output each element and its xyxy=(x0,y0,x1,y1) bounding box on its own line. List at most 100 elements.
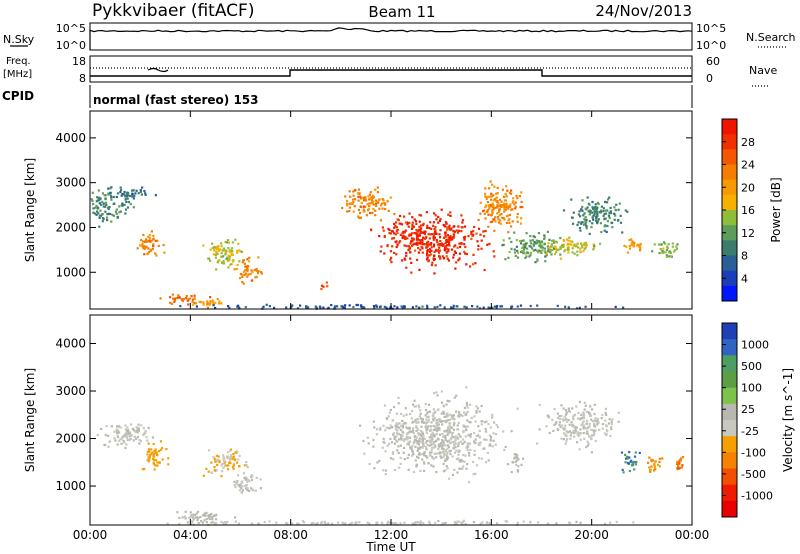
freq-tick-low: 8 xyxy=(79,72,86,85)
data-cell-16 xyxy=(402,306,405,309)
data-cell-5 xyxy=(421,446,424,449)
data-cell-16 xyxy=(195,305,198,308)
data-cell-7 xyxy=(586,440,589,443)
data-cell-1 xyxy=(123,190,126,194)
data-cell-7 xyxy=(411,227,414,230)
data-cell-12 xyxy=(621,231,624,234)
data-cell-4 xyxy=(190,514,193,517)
y-tick-label: 1000 xyxy=(55,479,86,493)
data-cell-1 xyxy=(135,189,138,192)
data-cell-2 xyxy=(140,238,143,242)
data-cell-5 xyxy=(421,418,424,421)
nave-tick-low: 0 xyxy=(706,72,713,85)
data-cell-11 xyxy=(366,521,369,524)
data-cell-5 xyxy=(387,415,390,418)
data-cell-0 xyxy=(137,423,140,426)
data-cell-10 xyxy=(544,260,547,263)
data-cell-5 xyxy=(405,413,408,416)
data-cell-5 xyxy=(395,422,398,425)
data-cell-5 xyxy=(392,458,395,461)
data-cell-5 xyxy=(480,457,483,460)
data-cell-1 xyxy=(144,192,147,195)
data-cell-5 xyxy=(400,424,403,427)
data-cell-4 xyxy=(233,268,236,271)
data-cell-0 xyxy=(115,212,118,215)
data-cell-5 xyxy=(478,429,481,432)
data-cell-5 xyxy=(428,440,432,443)
data-cell-7 xyxy=(472,230,475,233)
data-cell-2 xyxy=(229,457,232,460)
data-cell-16 xyxy=(519,304,523,307)
data-cell-11 xyxy=(454,522,457,525)
data-cell-5 xyxy=(432,414,435,418)
data-cell-3 xyxy=(240,487,243,490)
data-cell-7 xyxy=(450,248,454,251)
data-cell-11 xyxy=(571,251,574,254)
data-cell-5 xyxy=(403,439,406,443)
data-cell-7 xyxy=(589,404,592,407)
data-cell-5 xyxy=(416,455,419,458)
data-cell-16 xyxy=(378,305,382,309)
data-cell-11 xyxy=(464,522,467,526)
data-cell-7 xyxy=(483,235,486,238)
data-cell-2 xyxy=(245,461,248,464)
x-tick-label: 08:00 xyxy=(273,528,308,542)
data-cell-7 xyxy=(451,236,454,239)
colorbar-tick-label: 500 xyxy=(741,360,762,373)
data-cell-4 xyxy=(242,259,245,262)
data-cell-7 xyxy=(415,232,418,235)
data-cell-14 xyxy=(670,255,673,258)
data-cell-16 xyxy=(314,305,317,308)
data-cell-5 xyxy=(448,400,451,403)
data-cell-9 xyxy=(654,460,657,463)
data-cell-5 xyxy=(191,298,194,301)
data-cell-0 xyxy=(142,433,145,436)
data-cell-0 xyxy=(107,207,110,211)
data-cell-2 xyxy=(228,461,231,464)
data-cell-9 xyxy=(503,205,506,209)
data-cell-3 xyxy=(222,255,225,258)
data-cell-13 xyxy=(632,244,635,247)
data-cell-11 xyxy=(214,522,218,525)
data-cell-5 xyxy=(448,431,451,434)
data-cell-5 xyxy=(456,471,459,474)
data-cell-7 xyxy=(463,243,466,246)
data-cell-10 xyxy=(513,248,516,251)
data-cell-9 xyxy=(484,195,487,198)
data-cell-5 xyxy=(469,448,472,451)
data-cell-5 xyxy=(414,459,417,462)
data-cell-11 xyxy=(257,522,260,525)
data-cell-2 xyxy=(149,240,152,243)
data-cell-6 xyxy=(516,470,520,473)
data-cell-3 xyxy=(224,249,228,252)
data-cell-5 xyxy=(445,455,449,458)
data-cell-0 xyxy=(119,188,123,192)
data-cell-3 xyxy=(230,249,233,252)
data-cell-7 xyxy=(562,419,565,422)
data-cell-10 xyxy=(502,243,505,246)
data-cell-7 xyxy=(407,225,410,228)
data-cell-8 xyxy=(368,202,371,205)
data-cell-3 xyxy=(235,482,239,485)
data-cell-11 xyxy=(599,242,602,245)
data-cell-11 xyxy=(416,521,419,524)
data-cell-16 xyxy=(500,305,504,308)
data-cell-5 xyxy=(468,451,471,455)
data-cell-5 xyxy=(412,427,415,430)
data-cell-7 xyxy=(449,238,452,241)
data-cell-2 xyxy=(143,247,146,250)
data-cell-8 xyxy=(622,471,625,474)
data-cell-11 xyxy=(428,520,431,523)
data-cell-7 xyxy=(457,225,460,228)
data-cell-8 xyxy=(364,196,367,199)
colorbar-tick-label: 4 xyxy=(741,272,748,285)
data-cell-7 xyxy=(573,431,576,435)
data-cell-5 xyxy=(484,430,488,433)
data-cell-7 xyxy=(460,242,463,245)
data-cell-2 xyxy=(156,239,159,242)
data-cell-12 xyxy=(605,209,608,212)
data-cell-5 xyxy=(450,426,453,429)
data-cell-3 xyxy=(213,249,216,252)
data-cell-7 xyxy=(408,246,411,249)
data-cell-8 xyxy=(350,202,353,205)
